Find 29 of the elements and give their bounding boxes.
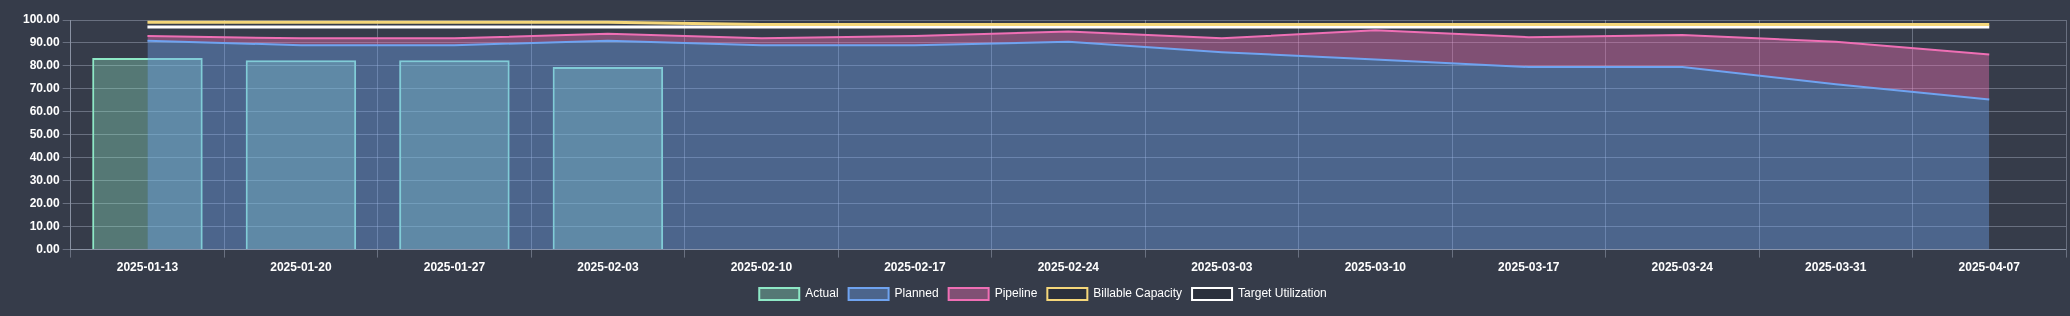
y-tick-label: 0.00 bbox=[36, 241, 61, 256]
x-tick-label: 2025-03-24 bbox=[1651, 260, 1714, 275]
y-tick-label: 70.00 bbox=[29, 81, 61, 96]
y-tick-label: 90.00 bbox=[29, 35, 61, 50]
y-tick-label: 100.00 bbox=[23, 12, 61, 27]
y-tick-label: 10.00 bbox=[29, 218, 61, 233]
x-tick-label: 2025-04-07 bbox=[1958, 260, 2021, 275]
x-tick-label: 2025-02-10 bbox=[730, 260, 793, 275]
x-tick-label: 2025-02-24 bbox=[1037, 260, 1100, 275]
y-tick-label: 40.00 bbox=[29, 150, 61, 165]
y-tick-label: 60.00 bbox=[29, 104, 61, 119]
x-tick-label: 2025-03-03 bbox=[1191, 260, 1253, 275]
legend-label: Planned bbox=[894, 286, 939, 301]
x-tick-label: 2025-01-13 bbox=[116, 260, 179, 275]
x-tick-label: 2025-02-17 bbox=[884, 260, 946, 275]
x-tick-label: 2025-02-03 bbox=[577, 260, 639, 275]
legend-label: Pipeline bbox=[994, 286, 1038, 301]
y-tick-label: 80.00 bbox=[29, 58, 61, 73]
y-tick-label: 20.00 bbox=[29, 195, 61, 210]
x-tick-label: 2025-01-20 bbox=[270, 260, 332, 275]
y-tick-label: 50.00 bbox=[29, 127, 61, 142]
x-tick-label: 2025-03-17 bbox=[1498, 260, 1560, 275]
x-tick-label: 2025-01-27 bbox=[423, 260, 486, 275]
x-tick-label: 2025-03-10 bbox=[1344, 260, 1407, 275]
legend-label: Target Utilization bbox=[1238, 286, 1327, 301]
legend-label: Actual bbox=[805, 286, 839, 301]
legend-label: Billable Capacity bbox=[1093, 286, 1183, 301]
x-tick-label: 2025-03-31 bbox=[1805, 260, 1867, 275]
y-tick-label: 30.00 bbox=[29, 173, 61, 188]
